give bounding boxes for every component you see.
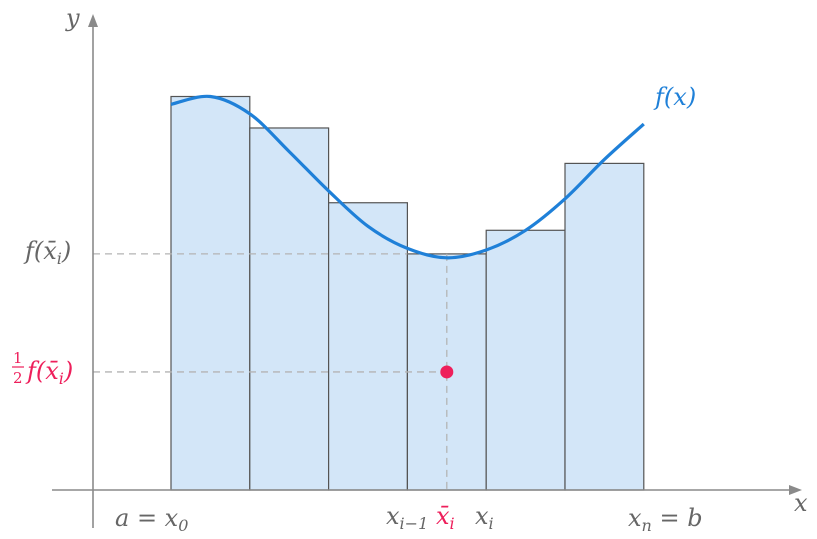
riemann-rectangle-3: [328, 202, 409, 491]
fraction-denominator: 2: [13, 369, 23, 387]
x-i-label: xi: [475, 502, 494, 533]
a-equals-x0-label: a = x0: [115, 504, 188, 535]
axes: [52, 14, 802, 528]
half-f-xbar-tick-label: 1 2 f(x̄i): [12, 349, 73, 388]
function-curve: [170, 94, 645, 260]
half-height-point: [440, 365, 454, 379]
riemann-rectangle-1: [170, 95, 251, 491]
riemann-rectangle-5: [485, 229, 566, 491]
x-n-equals-b-label: xn = b: [628, 504, 703, 535]
x-bar-i-label: x̄i: [436, 502, 455, 533]
f-xbar-tick-label: f(x̄i): [23, 237, 71, 268]
x-axis-arrow-icon: [789, 485, 802, 495]
riemann-rectangle-6: [564, 162, 645, 491]
x-i-minus-1-label: xi−1: [386, 502, 428, 533]
half-f-text: f(x̄i): [25, 357, 73, 388]
riemann-rectangle-2: [249, 127, 330, 491]
y-axis-label: y: [65, 4, 80, 32]
rectangle-group: [170, 95, 645, 491]
function-label: f(x): [653, 83, 696, 111]
y-axis-arrow-icon: [88, 14, 98, 27]
x-axis-label: x: [794, 489, 808, 517]
fraction-numerator: 1: [13, 349, 23, 367]
